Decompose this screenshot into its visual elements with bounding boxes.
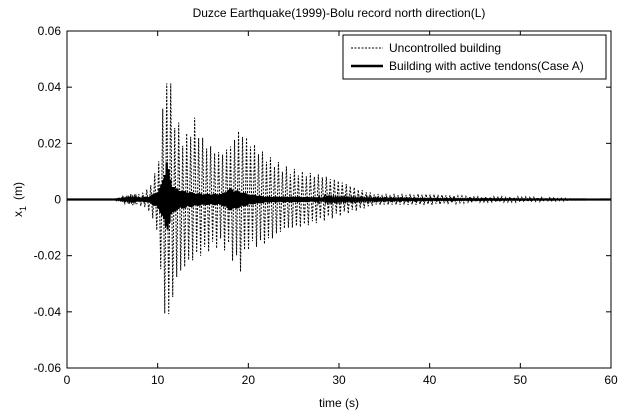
y-tick-label: 0.04 — [38, 80, 62, 94]
y-tick-label: 0.06 — [38, 24, 62, 38]
x-tick-label: 30 — [332, 373, 346, 387]
x-tick-label: 60 — [604, 373, 618, 387]
axes: 0 10 20 30 40 50 60 -0.06 -0.04 -0.02 0 0.02 0.04 0.0… — [34, 24, 618, 387]
y-tick-label: -0.04 — [34, 305, 62, 319]
x-axis-label: time (s) — [319, 396, 359, 410]
x-tick-label: 50 — [514, 373, 528, 387]
y-tick-label: 0.02 — [38, 136, 62, 150]
y-axis-label: x1 (m) — [11, 182, 28, 217]
y-axis-label-subscript: 1 — [18, 206, 28, 211]
legend-label-active-tendons: Building with active tendons(Case A) — [389, 59, 584, 73]
y-tick-label: 0 — [54, 193, 61, 207]
x-tick-label: 10 — [151, 373, 165, 387]
legend-box — [342, 34, 607, 80]
x-tick-label: 0 — [64, 373, 71, 387]
y-axis-label-unit: (m) — [11, 182, 25, 200]
x-tick-label: 20 — [242, 373, 256, 387]
series-line-active-tendons — [67, 162, 611, 230]
x-tick-label: 40 — [423, 373, 437, 387]
plot-area — [67, 83, 611, 315]
chart-title: Duzce Earthquake(1999)-Bolu record north… — [193, 6, 486, 20]
legend-label-uncontrolled: Uncontrolled building — [389, 41, 501, 55]
y-axis-label-symbol: x — [11, 211, 25, 217]
y-tick-label: -0.06 — [34, 361, 62, 375]
legend: Uncontrolled building Building with activ… — [342, 34, 607, 80]
y-tick-label: -0.02 — [34, 249, 62, 263]
